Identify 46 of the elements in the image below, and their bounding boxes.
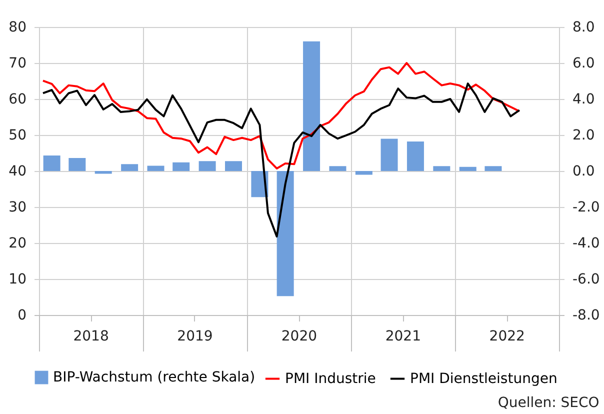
bar: [303, 41, 320, 171]
bar: [355, 171, 372, 175]
bar: [121, 164, 138, 171]
y2-tick-label: -4.0: [572, 236, 600, 252]
bar: [276, 171, 294, 296]
x-tick-label: 2022: [489, 328, 525, 344]
y2-tick-label: 6.0: [572, 56, 595, 72]
y-tick-label: 20: [8, 236, 26, 252]
bar: [147, 166, 164, 171]
y2-tick-label: 0.0: [572, 164, 595, 180]
y-tick-label: 50: [8, 128, 26, 144]
bar: [484, 166, 502, 171]
source-note: Quellen: SECO: [498, 395, 600, 411]
line-series: [42, 82, 520, 238]
y-tick-label: 30: [8, 200, 26, 216]
bar: [198, 161, 216, 171]
y2-tick-label: -2.0: [572, 200, 600, 216]
bar: [459, 166, 476, 171]
y-tick-label: 60: [8, 92, 26, 108]
legend-label: BIP-Wachstum (rechte Skala): [53, 370, 256, 386]
bar: [172, 162, 190, 171]
y2-tick-label: 8.0: [572, 20, 595, 36]
y-tick-label: 10: [8, 272, 26, 288]
y-tick-label: 80: [8, 20, 26, 36]
y2-tick-label: 2.0: [572, 128, 595, 144]
bar: [406, 141, 424, 171]
y2-tick-label: -8.0: [572, 308, 600, 324]
x-tick-label: 2020: [281, 328, 318, 344]
x-tick-label: 2018: [73, 328, 109, 344]
x-tick-label: 2021: [385, 328, 421, 344]
bar: [43, 156, 60, 171]
y-tick-label: 0: [18, 308, 26, 324]
bar: [380, 138, 398, 171]
legend-label: PMI Industrie: [285, 370, 376, 387]
bar: [94, 171, 112, 174]
bar: [433, 166, 450, 171]
line-series: [42, 62, 520, 170]
y-tick-label: 40: [8, 164, 26, 180]
bar: [68, 158, 86, 171]
legend-label: PMI Dienstleistungen: [410, 370, 558, 387]
x-tick-label: 2019: [177, 328, 213, 344]
y2-tick-label: 4.0: [572, 92, 595, 108]
bar: [329, 166, 346, 171]
y2-tick-label: -6.0: [572, 272, 600, 288]
y-tick-label: 70: [8, 56, 26, 72]
bar: [225, 161, 242, 171]
